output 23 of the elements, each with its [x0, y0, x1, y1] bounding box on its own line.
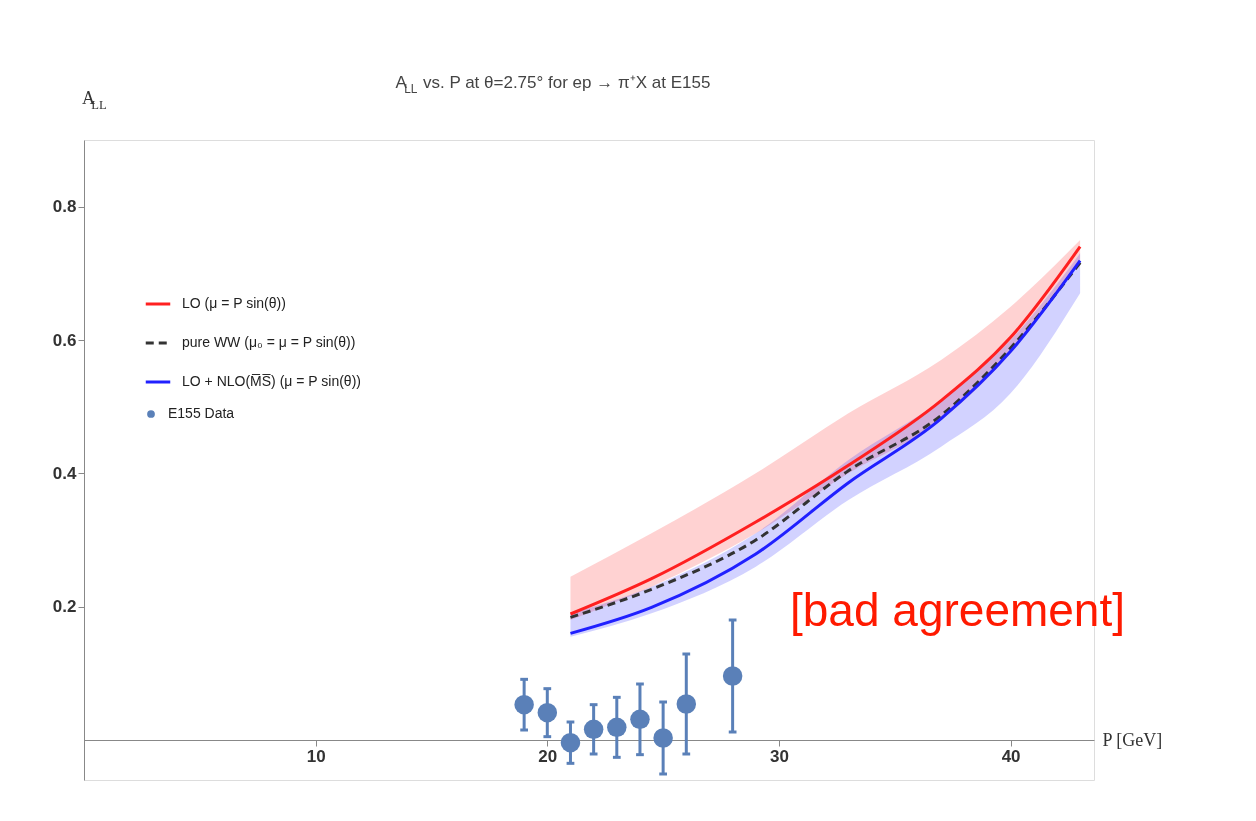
point	[653, 728, 673, 748]
x-tick-label: 10	[306, 746, 326, 766]
x-axis-title: P [GeV]	[1102, 729, 1163, 750]
legend-label: E155 Data	[168, 405, 235, 421]
point	[676, 694, 697, 714]
point	[537, 702, 558, 723]
y-tick-label: 0.8	[52, 197, 77, 217]
point	[630, 709, 650, 730]
y-tick-label: 0.2	[52, 597, 77, 617]
legend-label: pure WW (μ₀ = μ = P sin(θ))	[182, 334, 356, 350]
point	[514, 694, 534, 715]
y-tick-label: 0.4	[52, 463, 78, 483]
annotation: [bad agreement]	[790, 584, 1126, 636]
point	[583, 719, 604, 740]
point	[560, 732, 581, 753]
point	[722, 666, 743, 686]
legend-label: LO (μ = P sin(θ))	[182, 295, 286, 311]
x-tick-label: 30	[769, 746, 789, 766]
point	[607, 717, 627, 738]
x-tick-label: 20	[538, 746, 558, 766]
y-tick-label: 0.6	[52, 330, 77, 350]
legend-label: LO + NLO(M̅S̅) (μ = P sin(θ))	[182, 373, 361, 389]
x-tick-label: 40	[1001, 746, 1021, 766]
